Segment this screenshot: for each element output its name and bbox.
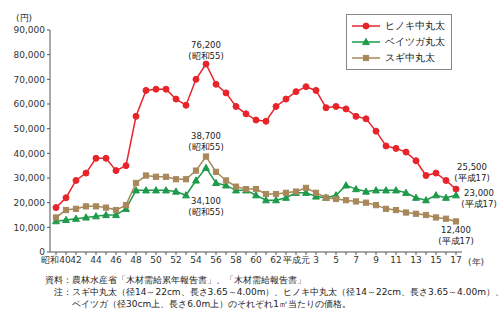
svg-text:昭和40: 昭和40 (41, 255, 71, 265)
svg-text:40,000: 40,000 (14, 149, 46, 159)
svg-text:30,000: 30,000 (14, 173, 46, 183)
svg-text:48: 48 (130, 255, 142, 265)
html-text:76,200: 76,200 (191, 40, 221, 50)
svg-text:0: 0 (39, 247, 45, 257)
svg-text:60: 60 (250, 255, 262, 265)
html-text:25,500: 25,500 (457, 162, 487, 172)
svg-text:50,000: 50,000 (14, 124, 46, 134)
svg-text:42: 42 (70, 255, 81, 265)
svg-text:20,000: 20,000 (14, 198, 46, 208)
html-text:23,000: 23,000 (464, 188, 494, 198)
html-text:(昭和55): (昭和55) (188, 141, 224, 152)
html-text:38,700: 38,700 (191, 131, 221, 141)
svg-text:46: 46 (110, 255, 122, 265)
svg-text:44: 44 (90, 255, 102, 265)
html-text:12,400: 12,400 (441, 225, 471, 235)
svg-text:3: 3 (313, 255, 319, 265)
html-text:スギ中丸太: スギ中丸太 (385, 52, 435, 63)
html-text:(円): (円) (16, 13, 32, 23)
svg-text:60,000: 60,000 (14, 99, 46, 109)
html-text:(昭和55): (昭和55) (188, 206, 224, 217)
svg-text:15: 15 (430, 255, 441, 265)
html-text:資料：農林水産省「木材需給累年報告書」、「木材需給報告書」: 資料：農林水産省「木材需給累年報告書」、「木材需給報告書」 (45, 275, 306, 285)
svg-text:平成元: 平成元 (283, 255, 310, 265)
svg-text:50: 50 (150, 255, 162, 265)
html-text:(昭和55): (昭和55) (188, 50, 224, 61)
svg-text:58: 58 (230, 255, 242, 265)
svg-text:9: 9 (373, 255, 379, 265)
svg-text:7: 7 (353, 255, 359, 265)
html-text:(平成17): (平成17) (438, 235, 474, 246)
html-text:(平成17): (平成17) (454, 172, 490, 183)
svg-text:62: 62 (270, 255, 281, 265)
html-text:(年): (年) (468, 257, 484, 267)
svg-text:5: 5 (333, 255, 339, 265)
html-text:ベイツガ（径30cm上、長さ6.0m上）のそれぞれ1㎥当たり: ベイツガ（径30cm上、長さ6.0m上）のそれぞれ1㎥当たりの価格。 (72, 299, 351, 309)
svg-text:80,000: 80,000 (14, 50, 46, 60)
svg-text:52: 52 (170, 255, 181, 265)
svg-text:90,000: 90,000 (14, 25, 46, 35)
svg-text:10,000: 10,000 (14, 223, 46, 233)
html-text:34,100: 34,100 (191, 196, 221, 206)
svg-text:11: 11 (390, 255, 401, 265)
svg-text:54: 54 (190, 255, 202, 265)
svg-text:13: 13 (410, 255, 421, 265)
svg-text:70,000: 70,000 (14, 75, 46, 85)
svg-text:56: 56 (210, 255, 222, 265)
svg-text:17: 17 (450, 255, 461, 265)
html-text:ヒノキ中丸太: ヒノキ中丸太 (385, 20, 445, 31)
html-text:ベイツガ丸太: ベイツガ丸太 (385, 36, 445, 47)
html-text:(平成17): (平成17) (461, 198, 497, 209)
